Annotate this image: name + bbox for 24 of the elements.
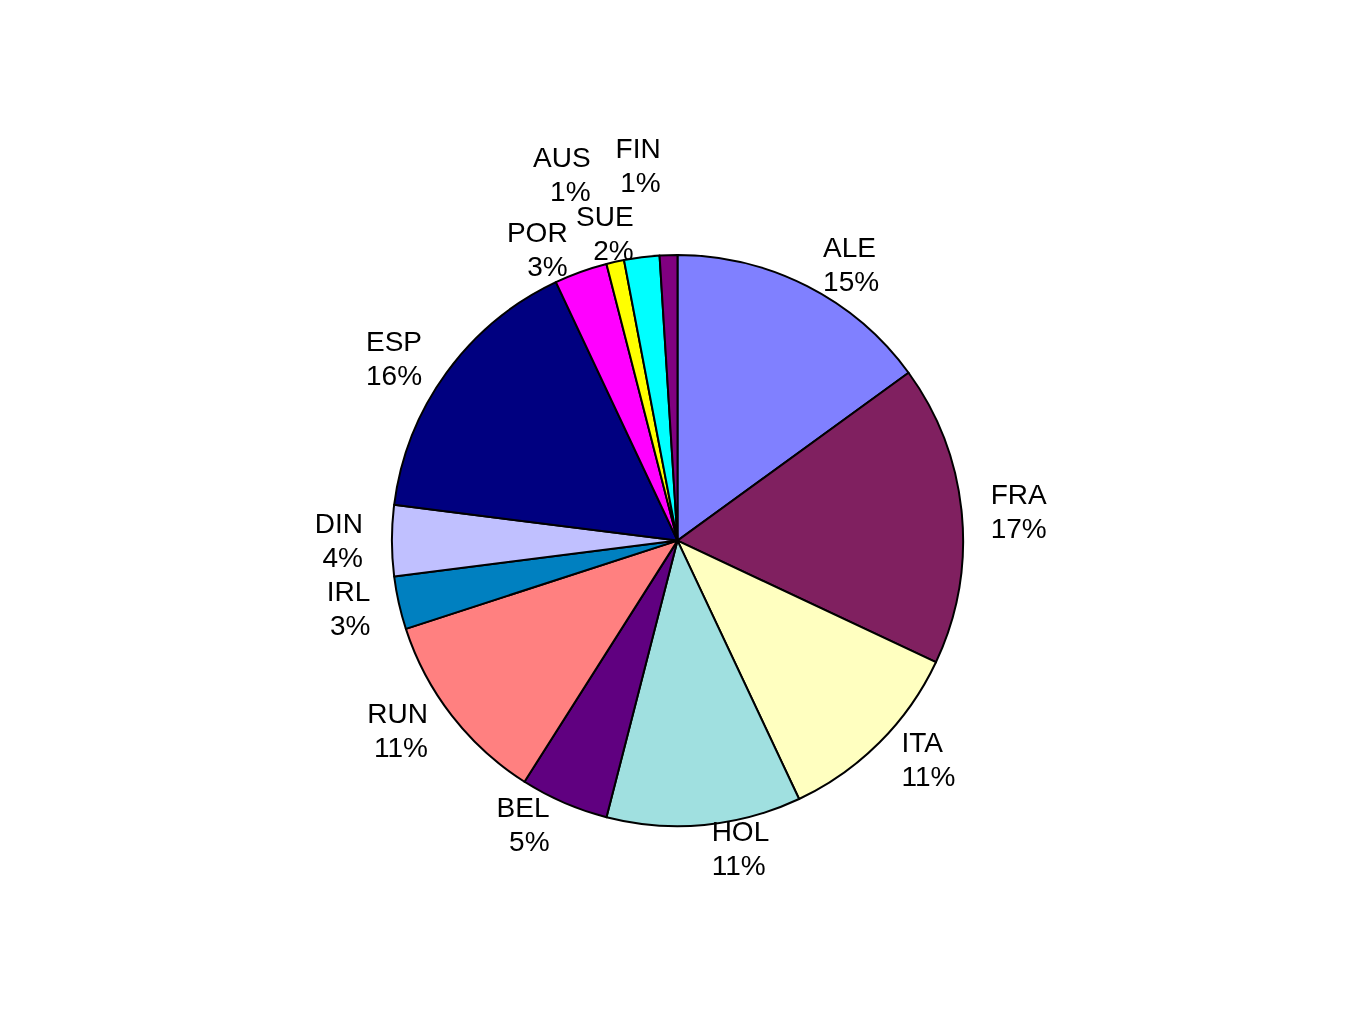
slice-label: DIN	[314, 508, 363, 540]
slice-label: IRL	[326, 575, 371, 607]
data-label: 4%	[322, 542, 363, 574]
data-label: 1%	[620, 166, 661, 198]
slice-label: RUN	[367, 697, 428, 729]
slice-label: FRA	[990, 478, 1048, 510]
data-label: 17%	[990, 512, 1047, 544]
slice-label: POR	[506, 216, 568, 248]
data-label: 11%	[711, 850, 766, 882]
data-label: 15%	[823, 266, 880, 298]
slice-label: ALE	[823, 232, 876, 264]
slice-label: BEL	[496, 792, 550, 824]
slice-label: HOL	[711, 816, 770, 848]
data-label: 3%	[329, 609, 371, 641]
data-label: 5%	[509, 826, 550, 858]
data-label: 11%	[901, 761, 956, 793]
slice-label: ITA	[901, 727, 944, 759]
data-label: 16%	[365, 360, 423, 392]
slice-label: ESP	[366, 326, 423, 358]
data-label: 2%	[593, 234, 634, 266]
data-label: 11%	[373, 731, 428, 763]
slice-label: AUS	[532, 141, 591, 173]
data-label: 3%	[527, 250, 568, 282]
slice-label: FIN	[615, 132, 661, 164]
